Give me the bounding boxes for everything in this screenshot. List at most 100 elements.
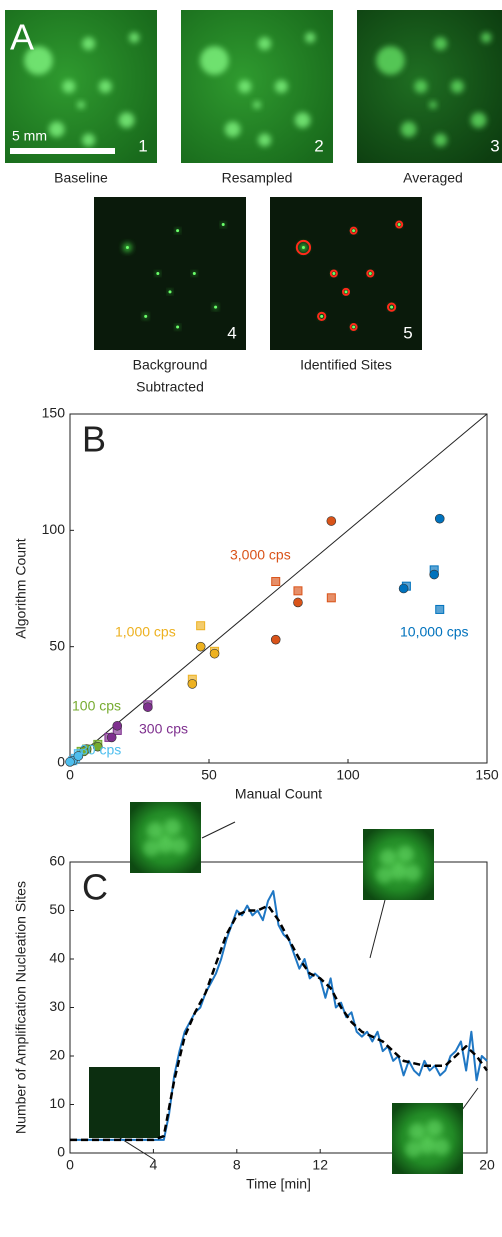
x-axis-label: Manual Count [235,786,322,802]
site-marker [295,239,312,256]
y-tick-label: 100 [42,521,66,537]
image-background [357,10,502,163]
site-marker [395,220,404,229]
inset-image [89,1067,160,1138]
fluorescent-spot [470,112,487,128]
square-point [435,604,445,614]
scale-bar-label: 5 mm [12,128,47,144]
fluorescent-spot [224,121,241,138]
fluorescent-spot [168,290,172,294]
fluorescent-spot [274,80,288,93]
site-marker [349,226,358,235]
fluorescent-spot [434,37,448,51]
image-number: 2 [314,136,323,155]
panel-letter: A [10,17,34,58]
image-caption: Averaged [403,170,463,186]
y-tick-label: 10 [49,1095,65,1111]
fluorescent-spot [368,272,372,275]
x-tick-label: 12 [312,1157,328,1173]
image-caption: Background [133,357,208,373]
scale-bar [10,148,115,154]
y-tick-label: 30 [49,998,65,1014]
fluorescent-spot [192,272,196,275]
inset-image [392,1103,463,1174]
fluorescent-spot [200,46,229,75]
fluorescent-spot [450,80,464,93]
inset-blotch [397,845,414,862]
y-tick-label: 0 [57,1144,65,1160]
x-tick-label: 20 [479,1157,495,1173]
x-tick-label: 50 [201,767,217,783]
x-tick-label: 8 [233,1157,241,1173]
inset-blotch [376,867,393,884]
fluorescent-spot [305,32,316,43]
inset-blotch [405,1141,422,1158]
fluorescent-spot [344,290,348,294]
square-point [293,586,303,596]
image-number: 5 [403,323,412,342]
site-marker [317,311,327,321]
site-marker [349,323,358,332]
circle-point [93,741,103,752]
panel-letter: C [82,867,108,908]
circle-point [434,513,445,524]
fluorescent-spot [48,121,65,138]
image-caption: Identified Sites [300,357,392,373]
fluorescent-spot [376,46,405,75]
series-label: 10,000 cps [400,624,469,640]
plot-frame [69,861,488,1154]
fluorescent-spot [129,32,140,43]
fluorescent-spot [156,272,160,275]
fluorescent-spot [253,100,261,109]
inset-blotch [433,1139,450,1156]
micrograph [181,10,333,163]
circle-point [112,720,123,731]
fluorescent-spot [24,46,53,75]
chart: 0 50 100 150 0 50 100 150 Manual Count Algorithm … [13,405,499,802]
image-caption: Subtracted [136,379,204,395]
x-tick-label: 0 [66,767,74,783]
inset-blotch [164,818,181,835]
y-tick-label: 50 [49,637,65,653]
x-tick-label: 100 [336,767,360,783]
fluorescent-spot [144,314,148,318]
fluorescent-spot [77,100,85,109]
series-label: 1,000 cps [115,624,176,640]
fluorescent-spot [62,80,76,93]
square-point [326,593,336,603]
image-number: 3 [490,136,499,155]
inset-blotch [146,822,163,839]
square-point [271,577,281,587]
micrograph [270,197,422,350]
x-axis-label: Time [min] [246,1176,311,1192]
image-caption: Baseline [54,170,108,186]
fluorescent-spot [294,112,311,128]
circle-point [326,516,337,526]
inset-leader [201,821,236,839]
circle-point [270,634,281,645]
inset-blotch [408,1123,425,1140]
y-axis-label: Algorithm Count [13,538,29,638]
series-label: 30 cps [80,742,121,758]
fluorescent-spot [414,80,428,93]
fluorescent-spot [481,32,492,43]
fluorescent-spot [82,37,96,51]
series-label: 3,000 cps [230,547,291,563]
fluorescent-spot [332,272,336,275]
x-tick-label: 0 [66,1157,74,1173]
square-point [196,621,206,631]
fluorescent-spot [238,80,252,93]
y-tick-label: 50 [49,901,65,917]
circle-point [73,751,84,761]
circle-point [195,641,206,652]
micrograph [357,10,502,163]
circle-point [65,757,75,767]
circle-point [187,679,198,689]
fluorescent-spot [258,133,272,147]
inset-leader [119,1137,156,1161]
inset-leader [369,899,386,959]
fluorescent-spot [258,37,272,51]
panel-a: 1 Baseline 2 Resampled 3 Averaged 4 Background S… [5,10,502,395]
fluorescent-spot [400,121,417,138]
y-tick-label: 0 [57,754,65,770]
